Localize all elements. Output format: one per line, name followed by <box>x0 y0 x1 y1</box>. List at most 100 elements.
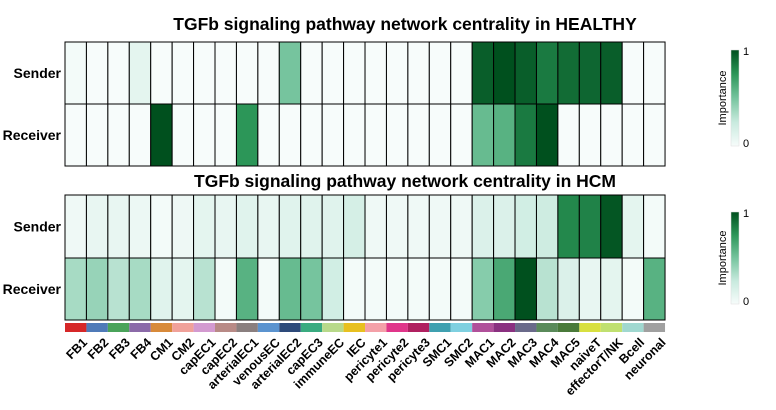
category-color-22 <box>515 323 537 332</box>
category-color-21 <box>493 323 516 332</box>
heatmap-cell-2-receiver-28 <box>643 257 666 321</box>
heatmap-cell-1-sender-19 <box>450 41 473 105</box>
heatmap-cell-1-receiver-4 <box>128 103 152 167</box>
category-color-14 <box>343 323 366 332</box>
heatmap-cell-2-sender-18 <box>428 194 452 259</box>
heatmap-cell-2-receiver-17 <box>407 257 430 321</box>
heatmap-cell-2-sender-2 <box>85 194 109 259</box>
heatmap-cell-2-receiver-10 <box>257 257 280 321</box>
heatmap-cell-2-sender-15 <box>364 194 387 259</box>
heatmap-cell-1-sender-17 <box>407 41 430 105</box>
heatmap-cell-2-receiver-1 <box>64 257 87 321</box>
heatmap-cell-1-receiver-7 <box>193 103 216 167</box>
heatmap-panel-2: TGFb signaling pathway network centralit… <box>3 171 749 321</box>
heatmap-cell-1-sender-1 <box>64 41 87 105</box>
category-color-28 <box>643 323 666 332</box>
heatmap-cell-2-sender-17 <box>407 194 430 259</box>
heatmap-cell-2-receiver-19 <box>450 257 473 321</box>
heatmap-cell-1-sender-2 <box>85 41 109 105</box>
heatmap-cell-1-sender-23 <box>535 41 559 105</box>
category-color-11 <box>279 323 301 332</box>
heatmap-cell-2-sender-4 <box>128 194 152 259</box>
column-labels: FB1FB2FB3FB4CM1CM2capEC1capEC2arterialEC… <box>63 335 668 398</box>
heatmap-cell-1-sender-7 <box>193 41 216 105</box>
category-color-3 <box>107 323 130 332</box>
category-color-9 <box>236 323 258 332</box>
category-color-19 <box>450 323 473 332</box>
heatmap-cell-2-sender-21 <box>493 194 516 259</box>
heatmap-cell-1-receiver-2 <box>85 103 109 167</box>
heatmap-cell-2-sender-28 <box>643 194 666 259</box>
heatmap-cell-1-sender-28 <box>643 41 666 105</box>
heatmap-cell-1-receiver-24 <box>557 103 580 167</box>
heatmap-cell-1-receiver-14 <box>343 103 366 167</box>
heatmap-cell-1-sender-13 <box>321 41 345 105</box>
heatmap-cell-1-receiver-23 <box>535 103 559 167</box>
category-color-24 <box>557 323 580 332</box>
row-label-sender: Sender <box>14 219 62 235</box>
heatmap-cell-1-receiver-18 <box>428 103 452 167</box>
legend-min-label-2: 0 <box>743 296 749 308</box>
category-color-15 <box>365 323 387 332</box>
heatmap-cell-2-sender-13 <box>321 194 345 259</box>
heatmap-cell-2-receiver-15 <box>364 257 387 321</box>
heatmap-cell-2-sender-26 <box>600 194 623 259</box>
heatmap-cell-2-sender-9 <box>235 194 259 259</box>
legend-title-1: Importance <box>717 70 729 125</box>
heatmap-cell-1-sender-6 <box>171 41 195 105</box>
heatmap-cell-2-receiver-13 <box>321 257 345 321</box>
heatmap-cell-2-receiver-22 <box>514 257 537 321</box>
heatmap-cell-2-sender-23 <box>535 194 559 259</box>
heatmap-cell-2-receiver-2 <box>85 257 109 321</box>
category-color-26 <box>600 323 623 332</box>
category-color-7 <box>193 323 216 332</box>
heatmap-cell-2-sender-1 <box>64 194 87 259</box>
heatmap-cell-1-sender-5 <box>150 41 173 105</box>
heatmap-cell-1-receiver-20 <box>471 103 495 167</box>
heatmap-cell-2-sender-11 <box>278 194 302 259</box>
heatmap-cell-2-sender-19 <box>450 194 473 259</box>
heatmap-cell-2-receiver-25 <box>578 257 602 321</box>
heatmap-cell-1-receiver-10 <box>257 103 280 167</box>
legend-colorbar-2 <box>730 211 740 305</box>
heatmap-cell-2-sender-7 <box>193 194 216 259</box>
heatmap-panel-1: TGFb signaling pathway network centralit… <box>3 14 749 167</box>
legend-max-label-2: 1 <box>743 208 749 220</box>
heatmap-cell-1-receiver-1 <box>64 103 87 167</box>
heatmap-cell-2-receiver-20 <box>471 257 495 321</box>
category-color-20 <box>472 323 494 332</box>
heatmap-cell-2-sender-14 <box>343 194 366 259</box>
heatmap-cell-2-receiver-7 <box>193 257 216 321</box>
heatmap-cell-1-receiver-8 <box>214 103 237 167</box>
heatmap-cell-2-sender-3 <box>107 194 130 259</box>
heatmap-cell-1-sender-12 <box>300 41 323 105</box>
heatmap-cell-1-receiver-16 <box>385 103 409 167</box>
heatmap-cell-1-sender-4 <box>128 41 152 105</box>
heatmap-cell-2-sender-24 <box>557 194 580 259</box>
heatmap-cell-1-sender-11 <box>278 41 302 105</box>
heatmap-cell-2-receiver-6 <box>171 257 195 321</box>
column-label-3: FB3 <box>106 335 133 362</box>
heatmap-cell-1-sender-18 <box>428 41 452 105</box>
category-color-4 <box>129 323 151 332</box>
category-color-18 <box>429 323 451 332</box>
column-label-2: FB2 <box>85 335 112 362</box>
category-color-23 <box>536 323 558 332</box>
heatmap-cell-2-receiver-27 <box>621 257 645 321</box>
heatmap-cell-2-receiver-12 <box>300 257 323 321</box>
heatmap-cell-1-receiver-5 <box>150 103 173 167</box>
category-color-16 <box>386 323 408 332</box>
heatmap-cell-1-receiver-22 <box>514 103 537 167</box>
heatmap-cell-2-sender-22 <box>514 194 537 259</box>
heatmap-cell-2-sender-5 <box>150 194 173 259</box>
heatmap-cell-1-receiver-9 <box>235 103 259 167</box>
category-color-2 <box>86 323 108 332</box>
heatmap-cell-2-receiver-8 <box>214 257 237 321</box>
heatmap-cell-2-sender-20 <box>471 194 495 259</box>
heatmap-cell-1-sender-10 <box>257 41 280 105</box>
heatmap-cell-1-sender-8 <box>214 41 237 105</box>
heatmap-cell-2-receiver-21 <box>493 257 516 321</box>
heatmap-cell-1-sender-25 <box>578 41 602 105</box>
heatmap-cell-1-receiver-11 <box>278 103 302 167</box>
heatmap-cell-2-receiver-9 <box>235 257 259 321</box>
